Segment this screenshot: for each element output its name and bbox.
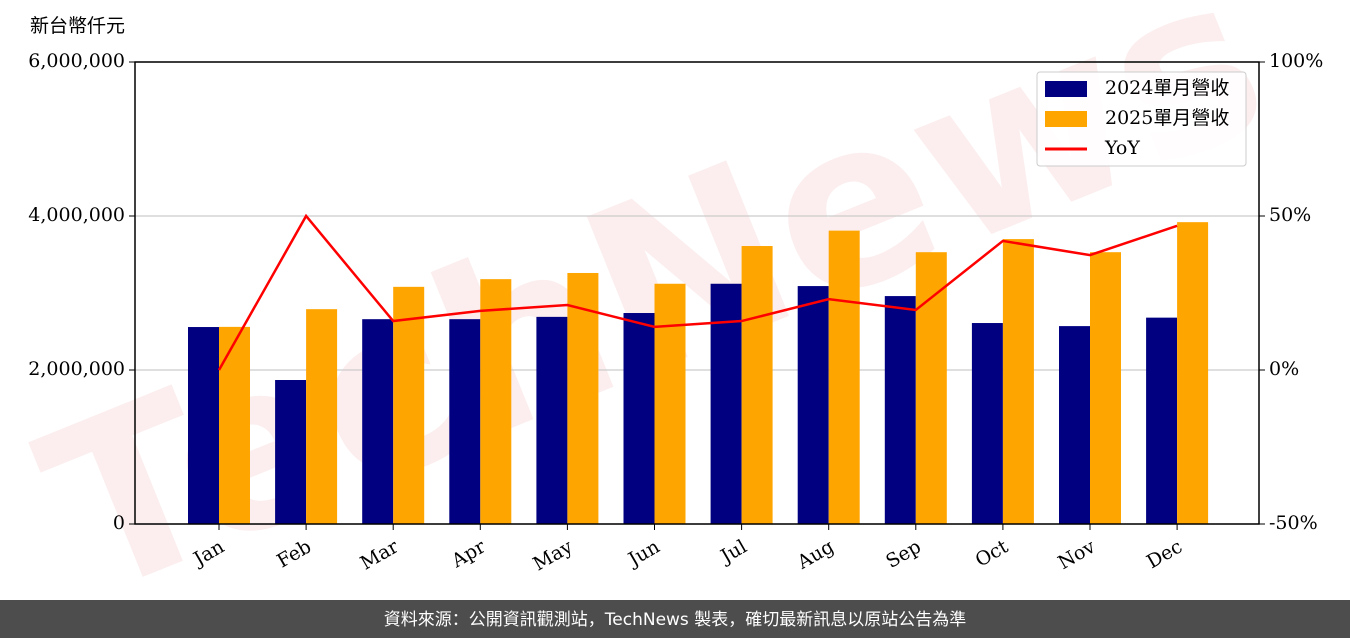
legend-label: 2025單月營收 bbox=[1105, 107, 1229, 129]
bar bbox=[567, 272, 599, 524]
x-tick-label: Apr bbox=[447, 535, 490, 572]
x-tick-label: May bbox=[529, 535, 576, 575]
bar bbox=[828, 230, 860, 524]
bar bbox=[654, 283, 686, 524]
legend-swatch bbox=[1045, 111, 1087, 127]
y2-tick-label: 0% bbox=[1269, 358, 1299, 380]
y-tick-label: 0 bbox=[113, 512, 125, 534]
x-tick-label: Aug bbox=[793, 536, 838, 575]
y-tick-label: 2,000,000 bbox=[28, 358, 125, 380]
bar bbox=[623, 313, 655, 524]
bar bbox=[884, 296, 916, 524]
legend-box bbox=[1036, 71, 1247, 167]
x-tick-label: Oct bbox=[972, 535, 1013, 571]
y-tick-label: 4,000,000 bbox=[28, 204, 125, 226]
bar bbox=[275, 380, 307, 524]
x-tick-label: Jul bbox=[715, 536, 750, 569]
y2-tick-label: 50% bbox=[1269, 204, 1311, 226]
x-tick-label: Jun bbox=[623, 536, 664, 572]
legend-label: 2024單月營收 bbox=[1105, 77, 1229, 99]
y2-tick-label: 100% bbox=[1269, 50, 1323, 72]
y-tick-label: 6,000,000 bbox=[28, 50, 125, 72]
x-tick-label: Sep bbox=[882, 536, 925, 573]
bar bbox=[1177, 222, 1209, 524]
legend-swatch bbox=[1045, 81, 1087, 97]
bar bbox=[971, 323, 1003, 524]
bar bbox=[915, 252, 947, 524]
bar bbox=[449, 319, 481, 524]
footer-bar bbox=[0, 600, 1350, 638]
bar bbox=[219, 326, 250, 524]
bar bbox=[797, 286, 829, 524]
bar bbox=[306, 309, 338, 524]
bar bbox=[741, 246, 773, 524]
plot-frame bbox=[134, 61, 1260, 525]
y2-tick-label: -50% bbox=[1269, 512, 1318, 534]
y-axis-label: 新台幣仟元 bbox=[30, 15, 125, 37]
bar bbox=[188, 327, 219, 524]
bar bbox=[710, 283, 742, 524]
bar bbox=[1146, 317, 1178, 524]
bar bbox=[1002, 239, 1034, 524]
legend-label: YoY bbox=[1104, 137, 1140, 159]
bar bbox=[393, 286, 425, 524]
x-tick-label: Nov bbox=[1054, 535, 1099, 574]
x-tick-label: Dec bbox=[1143, 536, 1186, 574]
bar bbox=[480, 279, 512, 524]
bar bbox=[536, 316, 568, 524]
bar bbox=[1059, 326, 1090, 524]
bar bbox=[362, 319, 394, 524]
bar bbox=[1090, 252, 1121, 524]
yoy-line bbox=[217, 213, 1178, 371]
footer-text: 資料來源：公開資訊觀測站，TechNews 製表，確切最新訊息以原站公告為準 bbox=[384, 610, 966, 630]
